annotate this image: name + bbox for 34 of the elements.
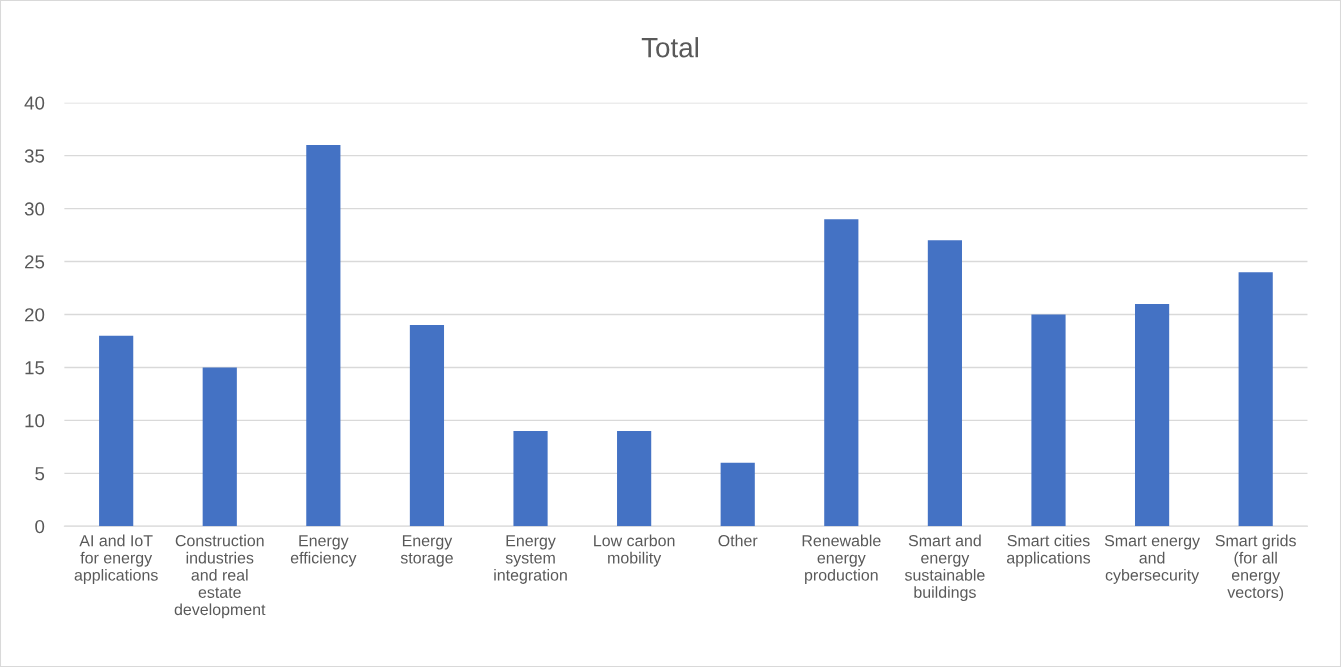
x-tick-label: Renewable energy production (802, 534, 881, 584)
y-tick-label: 30 (24, 202, 45, 216)
y-tick-label: 0 (35, 519, 45, 534)
bar (202, 367, 237, 527)
chart-title: Total (641, 37, 698, 58)
y-tick-label: 20 (25, 308, 45, 322)
y-tick-label: 35 (24, 149, 45, 163)
bar (824, 219, 859, 527)
bar (927, 240, 962, 527)
x-tick-label: Other (718, 534, 758, 547)
x-tick-label: Smart grids (for all energy vectors) (1215, 534, 1296, 602)
bar (720, 462, 755, 527)
x-tick-label: Energy efficiency (290, 535, 357, 567)
y-tick-label: 10 (25, 414, 45, 428)
y-tick-label: 25 (25, 255, 45, 269)
y-tick-label: 5 (35, 467, 45, 481)
y-tick-label: 40 (24, 96, 45, 110)
bar (306, 145, 341, 527)
bar (409, 325, 445, 527)
bar (513, 430, 548, 527)
x-tick-label: Smart and energy sustainable buildings (904, 534, 985, 602)
x-tick-label: Energy system integration (494, 535, 567, 584)
x-tick-label: AI and IoT for energy applications (74, 534, 158, 584)
bar (1238, 272, 1273, 527)
x-tick-label: Low carbon mobility (594, 534, 675, 567)
bar (1031, 314, 1066, 527)
x-tick-label: Energy storage (400, 535, 453, 567)
x-tick-label: Smart energy and cybersecurity (1104, 535, 1200, 584)
x-tick-label: Smart cities applications (1007, 534, 1091, 567)
bar (617, 430, 652, 527)
x-tick-label: Construction industries and real estate development (174, 534, 266, 619)
bar (99, 335, 134, 527)
bar (1134, 303, 1170, 527)
y-tick-label: 15 (25, 361, 45, 375)
